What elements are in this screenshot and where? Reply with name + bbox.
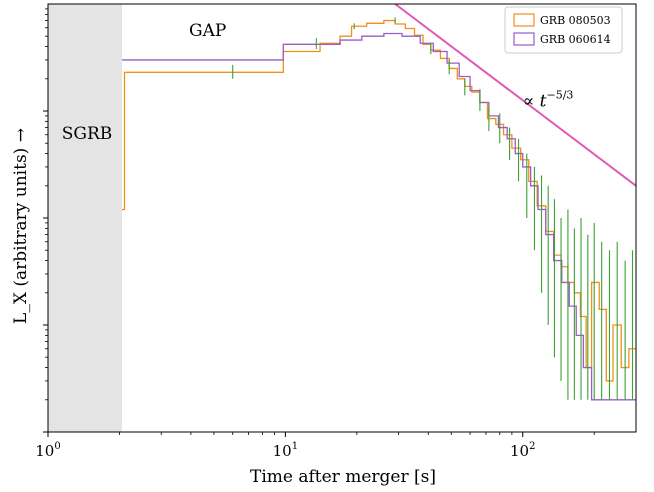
y-axis-ticks (43, 8, 48, 433)
x-tick-label-1: 101 (273, 441, 298, 460)
powerlaw-exponent: −5/3 (546, 89, 573, 102)
series-layer (122, 4, 636, 401)
series-grb-060614 (122, 32, 636, 401)
x-tick-label-2: 102 (510, 441, 535, 460)
plot-area (47, 3, 637, 433)
y-axis-label: L_X (arbitrary units) → (11, 128, 31, 324)
legend-label-grb-060614: GRB 060614 (540, 33, 611, 46)
legend: GRB 080503 GRB 060614 (504, 6, 623, 54)
legend-swatch-grb-060614 (513, 32, 535, 46)
x-axis-label: Time after merger [s] (250, 467, 436, 487)
gap-label: GAP (189, 21, 226, 41)
sgrb-label: SGRB (62, 124, 113, 144)
legend-label-grb-080503: GRB 080503 (540, 14, 611, 27)
legend-swatch-grb-080503 (513, 13, 535, 27)
powerlaw-line (394, 4, 636, 187)
sgrb-region (48, 4, 123, 432)
powerlaw-prefix: ∝ t (523, 92, 547, 112)
x-tick-label-0: 100 (35, 441, 60, 460)
powerlaw-annotation: ∝ t−5/3 (523, 89, 574, 112)
series-grb-080503 (122, 19, 636, 382)
x-axis-ticks: 100 101 102 (35, 432, 595, 460)
errorbar-layer (232, 17, 634, 400)
